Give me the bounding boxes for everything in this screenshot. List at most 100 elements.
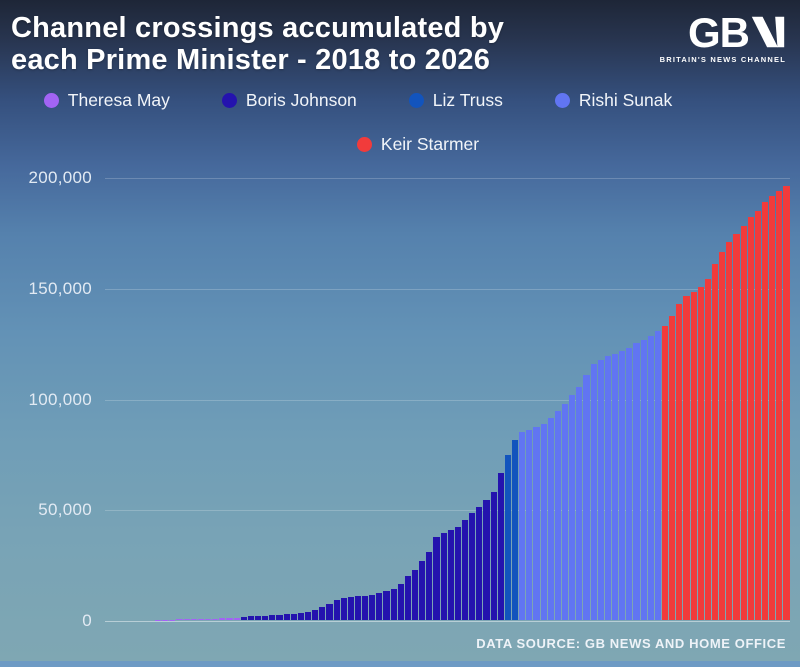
bar-boris-johnson <box>404 576 412 620</box>
bar-keir-starmer <box>726 242 733 620</box>
bar-rishi-sunak <box>540 424 547 620</box>
legend-item-boris-johnson: Boris Johnson <box>221 90 357 111</box>
bar-boris-johnson <box>426 552 433 620</box>
bar-keir-starmer <box>776 190 783 620</box>
legend-dot-icon <box>356 137 372 152</box>
legend-label: Theresa May <box>67 90 170 110</box>
bar-rishi-sunak <box>626 348 633 620</box>
bar-keir-starmer <box>711 264 719 620</box>
chart-title: Channel crossings accumulated by each Pr… <box>11 12 504 76</box>
bar-rishi-sunak <box>562 403 569 620</box>
bar-keir-starmer <box>754 211 761 620</box>
bar-keir-starmer <box>769 196 776 620</box>
bar-theresa-may <box>176 619 183 620</box>
bar-boris-johnson <box>476 507 483 620</box>
bar-keir-starmer <box>719 252 726 620</box>
legend-row-1: Theresa May Boris Johnson Liz Truss Rishi S… <box>0 90 758 111</box>
bar-keir-starmer <box>690 292 697 620</box>
bar-boris-johnson <box>412 569 419 620</box>
bar-rishi-sunak <box>576 386 583 620</box>
bar-boris-johnson <box>397 583 404 620</box>
y-gridline <box>105 178 790 179</box>
y-tick-label: 100,000 <box>28 389 92 409</box>
chart-title-line1: Channel crossings accumulated by <box>11 12 505 44</box>
gbn-n-icon <box>751 16 785 48</box>
bar-theresa-may <box>226 618 233 620</box>
bar-keir-starmer <box>704 278 711 620</box>
bar-boris-johnson <box>440 532 447 620</box>
y-gridline <box>105 510 790 512</box>
data-source-note: DATA SOURCE: GB NEWS AND HOME OFFICE <box>476 636 786 651</box>
bar-boris-johnson <box>490 491 497 620</box>
bar-boris-johnson <box>333 599 340 620</box>
bar-keir-starmer <box>683 295 690 620</box>
legend-dot-icon <box>408 93 424 108</box>
y-gridline <box>105 621 790 622</box>
bar-boris-johnson <box>326 604 333 620</box>
bar-rishi-sunak <box>633 343 640 620</box>
bars-container <box>105 177 790 620</box>
bar-keir-starmer <box>783 186 790 620</box>
bar-boris-johnson <box>462 519 469 620</box>
bar-boris-johnson <box>354 596 362 620</box>
y-gridline <box>105 288 790 290</box>
bar-boris-johnson <box>390 588 397 620</box>
bar-rishi-sunak <box>547 417 554 620</box>
bar-rishi-sunak <box>640 340 647 620</box>
bar-boris-johnson <box>262 615 269 620</box>
bar-boris-johnson <box>283 614 290 620</box>
bar-rishi-sunak <box>569 395 576 620</box>
bar-boris-johnson <box>383 591 390 620</box>
bar-boris-johnson <box>304 611 312 620</box>
bar-boris-johnson <box>297 613 304 620</box>
bar-boris-johnson <box>369 595 376 620</box>
bar-boris-johnson <box>433 537 440 620</box>
bar-keir-starmer <box>697 287 704 620</box>
y-tick-label: 0 <box>82 611 92 630</box>
bar-theresa-may <box>197 618 204 620</box>
bar-rishi-sunak <box>619 351 626 620</box>
bar-theresa-may <box>190 619 197 620</box>
bar-boris-johnson <box>419 561 426 620</box>
bar-boris-johnson <box>376 593 383 620</box>
bar-boris-johnson <box>312 609 319 620</box>
bar-keir-starmer <box>740 225 747 620</box>
bar-boris-johnson <box>469 513 476 620</box>
y-tick-label: 50,000 <box>38 500 92 520</box>
bar-boris-johnson <box>290 614 297 620</box>
bar-boris-johnson <box>254 615 262 620</box>
bar-boris-johnson <box>340 597 347 620</box>
bar-rishi-sunak <box>597 360 604 620</box>
bar-boris-johnson <box>276 614 283 620</box>
bar-rishi-sunak <box>611 353 619 620</box>
bar-theresa-may <box>183 619 190 620</box>
legend-dot-icon <box>554 93 570 108</box>
chart-title-line2: each Prime Minister - 2018 to 2026 <box>11 44 491 76</box>
bar-boris-johnson <box>347 596 354 620</box>
bar-rishi-sunak <box>526 429 533 620</box>
legend-item-liz-truss: Liz Truss <box>408 90 503 111</box>
bar-boris-johnson <box>269 615 276 620</box>
bar-boris-johnson <box>240 616 247 620</box>
legend-label: Boris Johnson <box>245 90 357 110</box>
plot-area <box>105 177 790 622</box>
bar-boris-johnson <box>447 529 454 620</box>
bar-keir-starmer <box>747 217 754 620</box>
bar-rishi-sunak <box>590 364 597 620</box>
legend-dot-icon <box>43 93 59 108</box>
bar-rishi-sunak <box>583 374 590 620</box>
legend-label: Liz Truss <box>432 90 503 110</box>
bar-keir-starmer <box>676 304 683 620</box>
bar-boris-johnson <box>497 472 504 620</box>
legend-label: Rishi Sunak <box>578 90 673 110</box>
bar-rishi-sunak <box>604 356 611 620</box>
bar-rishi-sunak <box>533 427 540 620</box>
bar-keir-starmer <box>761 202 769 620</box>
legend-item-theresa-may: Theresa May <box>43 90 170 111</box>
bar-theresa-may <box>219 618 226 620</box>
bar-theresa-may <box>204 618 212 620</box>
legend-row-2: Keir Starmer <box>18 134 800 155</box>
bar-boris-johnson <box>319 607 326 620</box>
bar-rishi-sunak <box>647 336 654 620</box>
legend-item-keir-starmer: Keir Starmer <box>356 134 479 155</box>
